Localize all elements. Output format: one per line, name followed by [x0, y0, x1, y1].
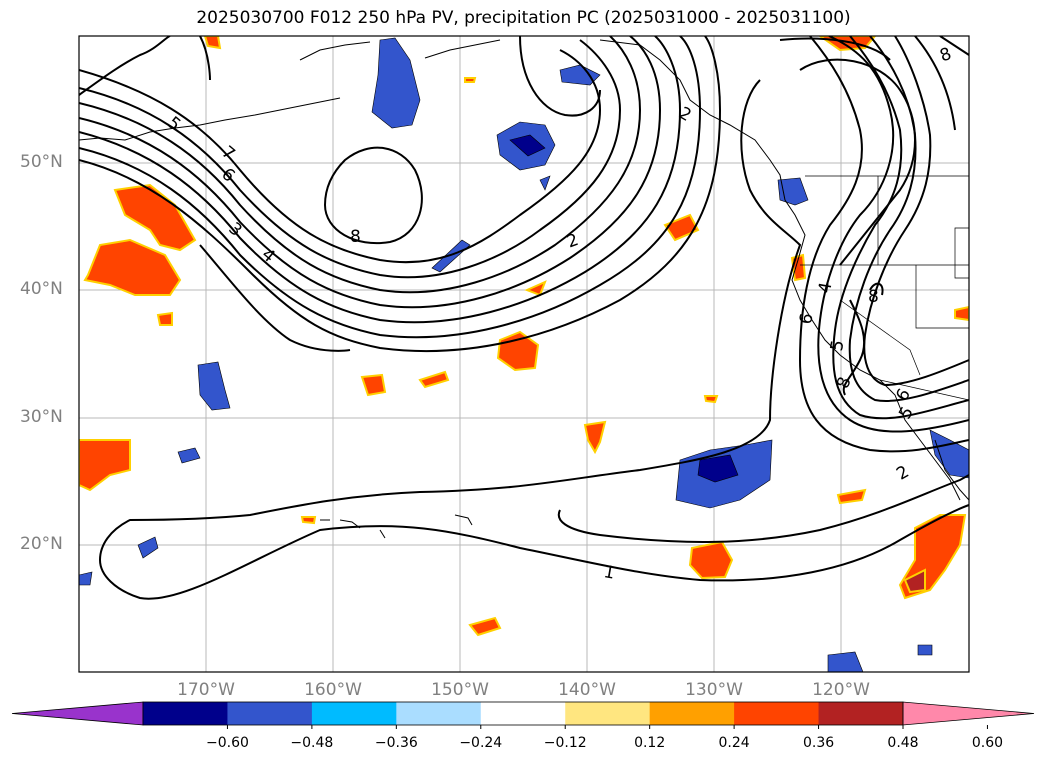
colorbar-segment — [396, 702, 482, 725]
colorbar-ticks — [226, 725, 988, 729]
lon-label-150w: 150°W — [431, 680, 489, 700]
colorbar-tick-label: 0.12 — [634, 735, 666, 751]
contour-label: 4 — [815, 281, 837, 295]
colorbar — [11, 701, 1035, 729]
colorbar-extend-high — [902, 701, 1035, 726]
colorbar-tick-label: −0.24 — [459, 735, 503, 751]
lon-label-130w: 130°W — [685, 680, 743, 700]
colorbar-segment — [649, 702, 735, 725]
colorbar-tick-label: 0.36 — [802, 735, 835, 751]
colorbar-segment — [818, 702, 904, 725]
lon-label-140w: 140°W — [558, 680, 616, 700]
colorbar-segment — [311, 702, 397, 725]
pv-contours — [79, 36, 969, 600]
contour-label: 8 — [868, 287, 879, 307]
colorbar-segment — [480, 702, 566, 725]
contour-label: 5 — [827, 339, 849, 353]
map-panel: 5 7 6 3 4 8 2 1 2 4 8 5 8 6 6 5 2 8 — [78, 35, 970, 673]
colorbar-segment — [734, 702, 820, 725]
map-title: 2025030700 F012 250 hPa PV, precipitatio… — [196, 8, 851, 28]
contour-label: 8 — [350, 227, 361, 247]
colorbar-tick-label: 0.60 — [971, 735, 1004, 751]
colorbar-tick-label: −0.36 — [374, 735, 418, 751]
coastlines — [79, 39, 969, 539]
colorbar-segment — [565, 702, 651, 725]
contour-label: 6 — [796, 312, 818, 326]
colorbar-tick-label: −0.12 — [543, 735, 587, 751]
lon-label-170w: 170°W — [177, 680, 235, 700]
map-frame — [78, 35, 970, 673]
colorbar-frame — [142, 701, 904, 726]
colorbar-segments — [11, 701, 1035, 726]
colorbar-tick-label: 0.24 — [718, 735, 750, 751]
lat-label-50n: 50°N — [20, 152, 63, 172]
colorbar-tick-label: −0.60 — [205, 735, 249, 751]
lon-label-160w: 160°W — [304, 680, 362, 700]
colorbar-tick-label: 0.48 — [887, 735, 919, 751]
precip-negative-areas — [79, 37, 969, 672]
lat-label-20n: 20°N — [20, 534, 63, 554]
colorbar-segment — [143, 702, 228, 725]
contour-label: 1 — [602, 562, 616, 584]
lon-label-120w: 120°W — [812, 680, 870, 700]
colorbar-tick-label: −0.48 — [290, 735, 334, 751]
colorbar-extend-low — [11, 701, 144, 726]
lat-label-40n: 40°N — [20, 279, 63, 299]
lat-label-30n: 30°N — [20, 407, 63, 427]
colorbar-segment — [227, 702, 313, 725]
